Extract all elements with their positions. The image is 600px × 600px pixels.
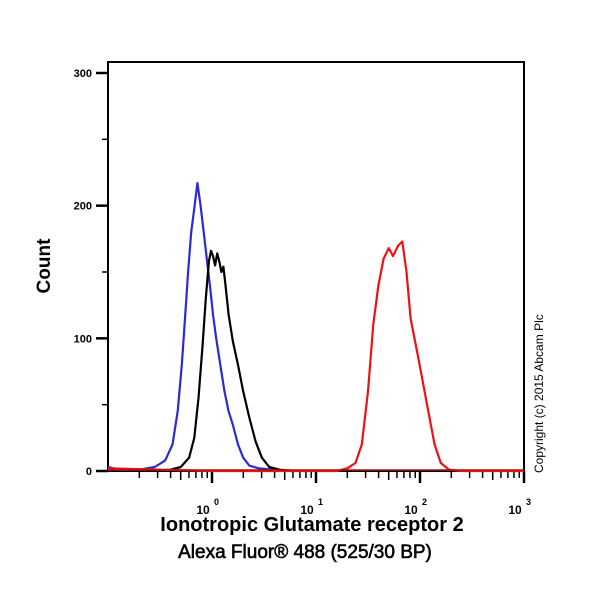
x-tick-label-base: 10: [508, 503, 522, 517]
copyright-notice: Copyright (c) 2015 Abcam Plc: [532, 314, 546, 473]
x-tick-label-exponent: 2: [422, 497, 427, 507]
histogram-series: [107, 182, 524, 473]
y-axis-label: Count: [34, 238, 55, 294]
series-ionotropic-glutamate-receptor-2: [107, 240, 524, 473]
x-axis-label-line1: Ionotropic Glutamate receptor 2: [160, 514, 463, 536]
y-tick-label: 100: [74, 333, 92, 345]
x-tick-label-base: 10: [300, 503, 314, 517]
x-axis-label-line2: Alexa Fluor® 488 (525/30 BP): [178, 542, 432, 563]
x-tick-label-exponent: 3: [526, 497, 531, 507]
y-tick-label: 200: [74, 201, 92, 213]
x-tick-label-exponent: 1: [318, 497, 323, 507]
y-axis-ticks: 0 100 200 300: [74, 68, 108, 478]
x-tick-label-base: 10: [196, 503, 210, 517]
x-axis-ticks: 10 0 10 1 10 2 10 3: [138, 471, 531, 517]
x-tick-label-base: 10: [404, 503, 418, 517]
plot-frame: [107, 61, 525, 472]
y-tick-label: 0: [86, 466, 92, 478]
y-tick-label: 300: [74, 68, 92, 80]
x-tick-label-exponent: 0: [214, 497, 219, 507]
series-isotype-control: [107, 182, 285, 473]
series-unlabelled-control: [149, 249, 296, 473]
